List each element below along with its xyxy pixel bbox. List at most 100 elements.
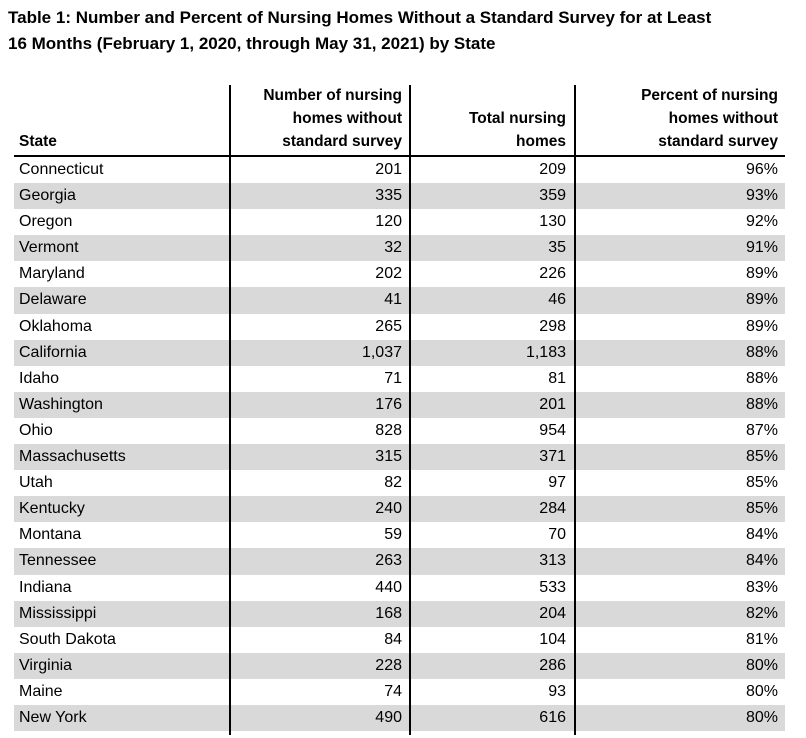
header-row: State Number of nursing homes without stand…	[14, 85, 785, 157]
table-cell: 83%	[745, 578, 778, 596]
table-cell: 954	[539, 421, 566, 439]
table-cell: 1,037	[361, 343, 402, 361]
column-divider	[574, 85, 576, 735]
table-row: Utah 82 97 85%	[14, 470, 785, 496]
table-cell: 32	[384, 239, 402, 257]
table-cell: 313	[539, 552, 566, 570]
table-cell: Mississippi	[19, 604, 97, 622]
table-cell: 41	[384, 291, 402, 309]
table-cell: 130	[539, 213, 566, 231]
table-cell: 88%	[745, 395, 778, 413]
header-line: Percent of nursing	[641, 87, 778, 104]
table-row: Oregon 120 130 92%	[14, 209, 785, 235]
table-cell: Ohio	[19, 421, 53, 439]
table-cell: Maine	[19, 682, 63, 700]
table-cell: 202	[375, 265, 402, 283]
table-row: Connecticut 201 209 96%	[14, 157, 785, 183]
table-cell: 85%	[745, 448, 778, 466]
table-cell: 88%	[745, 369, 778, 387]
table-row: Maine 74 93 80%	[14, 679, 785, 705]
table-cell: 84	[384, 630, 402, 648]
table-cell: Georgia	[19, 187, 76, 205]
column-divider	[409, 85, 411, 735]
table-cell: 359	[539, 187, 566, 205]
table-cell: 226	[539, 265, 566, 283]
table-row: Oklahoma 265 298 89%	[14, 314, 785, 340]
table-cell: Connecticut	[19, 161, 104, 178]
table-cell: 71	[384, 369, 402, 387]
title: 16 Months (February 1, 2020, through May…	[8, 34, 496, 53]
header-line: standard survey	[658, 133, 778, 150]
header-cell: Total nursing homes	[414, 107, 566, 153]
table-cell: 240	[375, 500, 402, 518]
table-cell: 91%	[745, 239, 778, 257]
table-cell: 88%	[745, 343, 778, 361]
table-cell: 298	[539, 317, 566, 335]
table-cell: 80%	[745, 708, 778, 726]
header-line: Number of nursing	[263, 87, 402, 104]
header-line: homes without	[668, 110, 778, 127]
table-cell: 828	[375, 421, 402, 439]
table-cell: 92%	[745, 213, 778, 231]
table-row: Virginia 228 286 80%	[14, 652, 785, 679]
table-cell: Tennessee	[19, 552, 97, 570]
table-cell: 284	[539, 500, 566, 518]
table-cell: 89%	[745, 265, 778, 283]
table-row: Tennessee 263 313 84%	[14, 548, 785, 575]
table-row: Washington 176 201 88%	[14, 391, 785, 418]
table: State Number of nursing homes without stand…	[14, 85, 785, 735]
header-cell: Number of nursing homes without standard s…	[234, 84, 402, 153]
table-cell: Oklahoma	[19, 317, 92, 335]
table-cell: California	[19, 343, 87, 361]
table-cell: Idaho	[19, 369, 60, 387]
table-cell: Montana	[19, 526, 82, 544]
table-cell: 81	[548, 369, 566, 387]
table-row: Indiana 440 533 83%	[14, 575, 785, 601]
table-cell: Maryland	[19, 265, 85, 283]
table-cell: 265	[375, 317, 402, 335]
table-cell: 89%	[745, 291, 778, 309]
table-cell: 87%	[745, 421, 778, 439]
table-cell: New York	[19, 708, 87, 726]
table-cell: 440	[375, 578, 402, 596]
table-cell: Vermont	[19, 239, 79, 257]
header-line: standard survey	[282, 133, 402, 150]
table-cell: 70	[548, 526, 566, 544]
table-cell: 97	[548, 474, 566, 492]
table-cell: 80%	[745, 656, 778, 674]
table-cell: 201	[539, 395, 566, 413]
header-line: Total nursing	[468, 110, 566, 127]
table-cell: Utah	[19, 474, 53, 492]
table-row: Maryland 202 226 89%	[14, 261, 785, 287]
table-cell: 168	[375, 604, 402, 622]
table-cell: 371	[539, 448, 566, 466]
table-cell: Oregon	[19, 213, 73, 231]
table-cell: 93	[548, 682, 566, 700]
table-cell: Kentucky	[19, 500, 85, 518]
table-row: South Dakota 84 104 81%	[14, 627, 785, 653]
table-cell: 490	[375, 708, 402, 726]
table-cell: 82	[384, 474, 402, 492]
table-cell: 59	[384, 526, 402, 544]
table-cell: 1,183	[525, 343, 566, 361]
table-cell: 104	[539, 630, 566, 648]
table-cell: 80%	[745, 682, 778, 700]
table-row: Kentucky 240 284 85%	[14, 496, 785, 523]
table-cell: 263	[375, 552, 402, 570]
table-cell: 85%	[745, 474, 778, 492]
table-cell: 335	[375, 187, 402, 205]
table-cell: 74	[384, 682, 402, 700]
header-line: State	[19, 133, 57, 150]
table-cell: 120	[375, 213, 402, 231]
table-row: Idaho 71 81 88%	[14, 366, 785, 392]
table-cell: Massachusetts	[19, 448, 126, 466]
table-row: Vermont 32 35 91%	[14, 235, 785, 262]
header-line: homes without	[292, 110, 402, 127]
table-row: Mississippi 168 204 82%	[14, 600, 785, 627]
table-cell: 89%	[745, 317, 778, 335]
column-divider	[229, 85, 231, 735]
header-line: homes	[516, 133, 566, 150]
table-cell: 85%	[745, 500, 778, 518]
table-row: Georgia 335 359 93%	[14, 183, 785, 210]
